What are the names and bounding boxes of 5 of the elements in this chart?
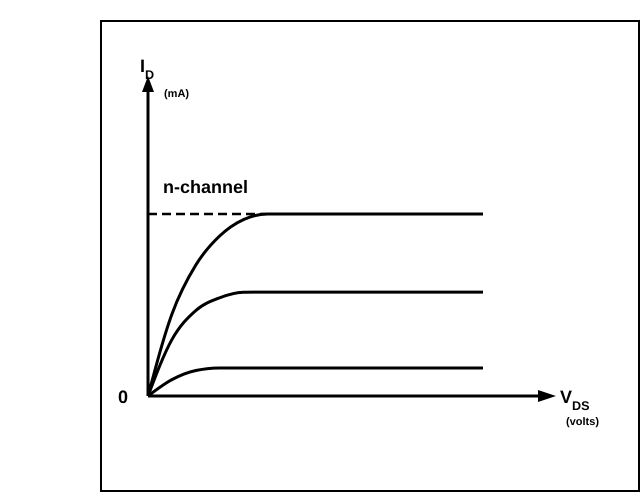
text: n-channel: [163, 177, 248, 197]
text: 0: [118, 387, 128, 407]
text: (mA): [164, 88, 190, 100]
text: (volts): [566, 416, 600, 428]
text: V$_{DS}$: [560, 387, 590, 413]
